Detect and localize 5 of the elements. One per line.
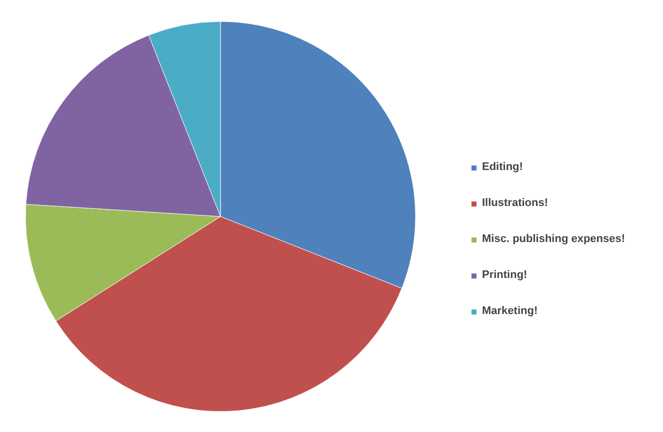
legend-label: Editing! — [482, 161, 523, 173]
legend-label: Illustrations! — [482, 197, 548, 209]
legend-label: Misc. publishing expenses! — [482, 233, 626, 245]
legend-label: Printing! — [482, 269, 528, 281]
legend-label: Marketing! — [482, 305, 538, 317]
